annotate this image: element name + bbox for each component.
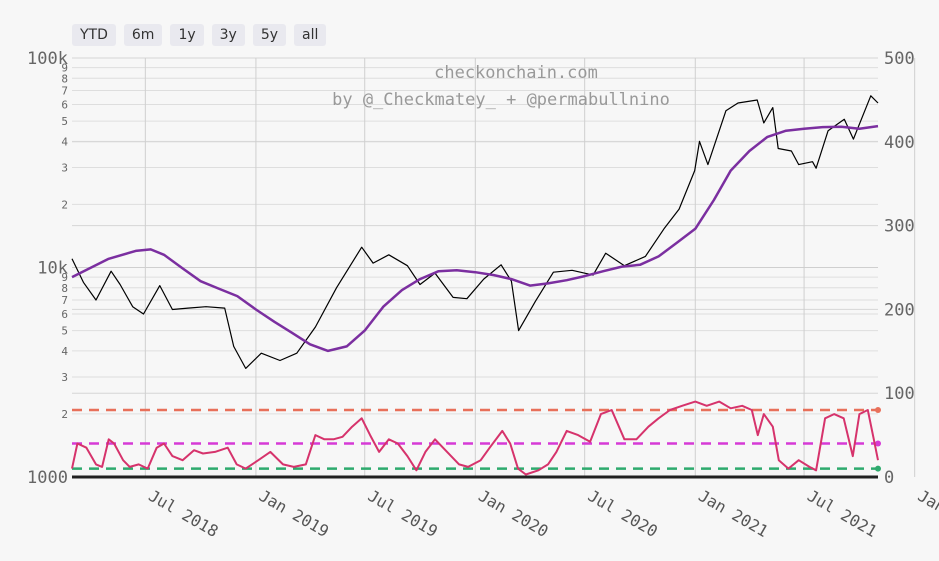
range-1y-button[interactable]: 1y (170, 24, 204, 46)
axes: Jul 2018 Jan 2019 Jul 2019 Jan 2020 Jul 2020… (27, 49, 939, 541)
x-tick-label: Jan 2021 (695, 486, 771, 541)
reference-lines (72, 406, 881, 472)
series-layer (71, 95, 879, 476)
y-right-label: 200 (884, 300, 915, 320)
y-left-minor-label: 5 (61, 115, 68, 128)
y-left-minor-label: 2 (61, 198, 68, 211)
y-left-minor-label: 5 (61, 325, 68, 338)
y-left-minor-label: 4 (61, 135, 68, 148)
y-left-minor-label: 7 (61, 294, 68, 307)
y-left-major-label: 100k (27, 49, 68, 69)
y-right-label: 300 (884, 217, 915, 237)
range-all-button[interactable]: all (294, 24, 327, 46)
range-5y-button[interactable]: 5y (252, 24, 287, 46)
y-left-minor-label: 8 (61, 72, 68, 85)
y-left-minor-label: 8 (61, 282, 68, 295)
series-line-0 (71, 95, 879, 369)
y-left-major-label: 1000 (27, 468, 68, 488)
watermark-line-1: checkonchain.com (434, 63, 598, 83)
y-left-minor-label: 9 (61, 62, 68, 75)
series-line-2 (71, 400, 879, 476)
series-line-1 (71, 124, 879, 353)
range-ytd-button[interactable]: YTD (72, 24, 116, 46)
reference-line-marker (875, 440, 881, 447)
x-tick-label: Jul 2021 (804, 486, 880, 541)
y-left-minor-label: 6 (61, 308, 68, 321)
y-right-label: 500 (884, 49, 915, 69)
y-left-minor-label: 2 (61, 408, 68, 421)
y-right-label: 400 (884, 133, 915, 153)
y-right-label: 100 (884, 384, 915, 404)
y-left-minor-label: 3 (61, 371, 68, 384)
reference-line-marker (875, 465, 881, 472)
reference-line-marker (875, 406, 881, 413)
x-tick-label: Jan 2022 (915, 486, 939, 541)
range-selector: YTD 6m 1y 3y 5y all (72, 24, 327, 46)
x-tick-label: Jul 2018 (145, 486, 221, 541)
y-left-minor-label: 4 (61, 345, 68, 358)
y-left-minor-label: 3 (61, 162, 68, 175)
y-left-minor-label: 6 (61, 98, 68, 111)
x-tick-label: Jul 2019 (365, 486, 441, 541)
watermark-line-2: by @_Checkmatey_ + @permabullnino (332, 90, 670, 110)
y-left-minor-label: 7 (61, 84, 68, 97)
x-tick-label: Jan 2019 (256, 486, 332, 541)
y-left-major-label: 10k (37, 259, 68, 279)
y-right-label: 0 (884, 468, 894, 488)
y-left-minor-label: 9 (61, 271, 68, 284)
x-tick-label: Jul 2020 (585, 486, 661, 541)
grid-lines (72, 57, 916, 478)
x-tick-label: Jan 2020 (475, 486, 551, 541)
range-6m-button[interactable]: 6m (123, 24, 163, 46)
range-3y-button[interactable]: 3y (211, 24, 245, 46)
